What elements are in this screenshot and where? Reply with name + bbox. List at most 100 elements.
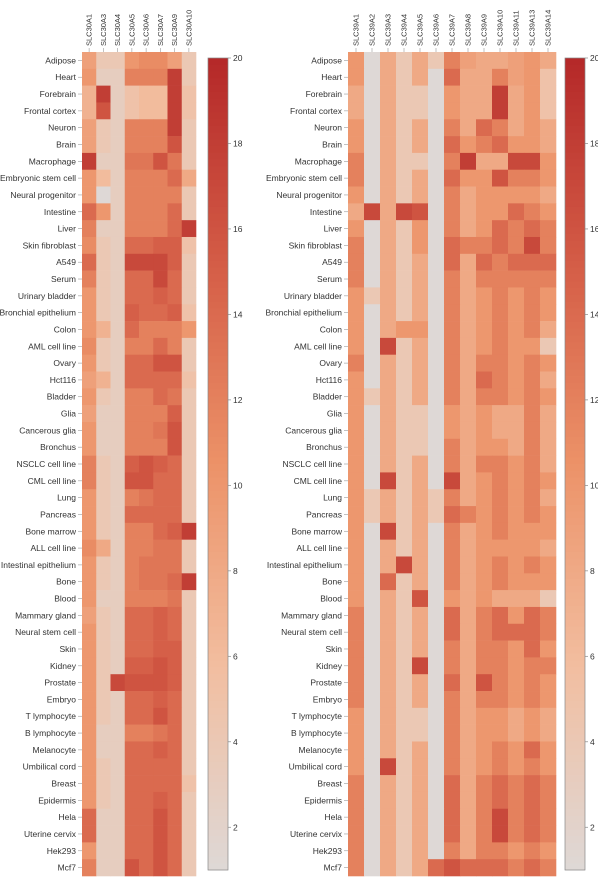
heatmap-cell (476, 573, 493, 591)
heatmap-cell (167, 136, 183, 154)
heatmap-cell (412, 506, 429, 524)
heatmap-cell (412, 623, 429, 641)
heatmap-cell (96, 186, 111, 204)
heatmap-cell (380, 102, 397, 120)
heatmap-cell (428, 287, 445, 305)
colorbar-segment (208, 653, 228, 661)
heatmap-cell (181, 68, 197, 86)
heatmap-cell (348, 337, 365, 355)
heatmap-cell (444, 52, 461, 70)
heatmap-cell (139, 371, 154, 389)
heatmap-cell (492, 253, 509, 271)
heatmap-cell (82, 640, 97, 658)
heatmap-cell (153, 691, 168, 709)
colorbar-segment (565, 355, 585, 363)
colorbar-tick-label: 8 (590, 566, 595, 576)
heatmap-cell (110, 169, 126, 187)
heatmap-cell (444, 674, 461, 692)
heatmap-cell (348, 506, 365, 524)
heatmap-cell (540, 775, 557, 793)
heatmap-cell (428, 472, 445, 490)
heatmap-cell (167, 606, 183, 625)
heatmap-cell (460, 169, 477, 187)
heatmap-cell (492, 119, 509, 137)
colorbar-segment (565, 829, 585, 837)
colorbar-segment (565, 112, 585, 120)
heatmap-cell (428, 68, 445, 86)
colorbar-segment (208, 470, 228, 478)
heatmap-cell (412, 220, 429, 238)
heatmap-cell (380, 438, 397, 456)
heatmap-cell (110, 253, 126, 271)
colorbar-segment (565, 389, 585, 397)
heatmap-cell (476, 724, 493, 742)
colorbar-segment (565, 166, 585, 174)
colorbar-segment (565, 423, 585, 431)
colorbar-segment (565, 294, 585, 302)
heatmap-cell (476, 102, 493, 120)
heatmap-cell (476, 539, 493, 557)
heatmap-cell (412, 354, 429, 372)
heatmap-cell (96, 354, 111, 372)
heatmap-cell (524, 102, 541, 120)
heatmap-cell (380, 220, 397, 238)
heatmap-cell (82, 489, 97, 507)
heatmap-cell (82, 304, 97, 322)
colorbar-segment (565, 700, 585, 708)
colorbar-segment (565, 551, 585, 560)
heatmap-cell (428, 253, 445, 271)
heatmap-cell (96, 657, 111, 675)
heatmap-cell (153, 522, 168, 540)
heatmap-cell (96, 52, 111, 70)
heatmap-cell (96, 691, 111, 709)
heatmap-cell (428, 203, 445, 221)
row-label: Macrophage (29, 156, 77, 166)
heatmap-cell (508, 522, 525, 540)
colorbar-segment (208, 125, 228, 133)
colorbar-segment (208, 477, 228, 485)
heatmap-cell (396, 152, 413, 171)
row-label: Bladder (313, 392, 342, 402)
heatmap-cell (82, 152, 97, 171)
heatmap-cell (460, 388, 477, 406)
heatmap-cell (396, 623, 413, 641)
heatmap-cell (460, 657, 477, 675)
colorbar-segment (208, 809, 228, 817)
heatmap-cell (82, 606, 97, 625)
heatmap-cell (428, 119, 445, 137)
colorbar-segment (565, 403, 585, 411)
colorbar-segment (208, 531, 228, 539)
colorbar-tick-label: 4 (233, 737, 238, 747)
heatmap-cell (82, 220, 97, 238)
heatmap-cell (181, 590, 197, 608)
heatmap-cell (396, 337, 413, 355)
heatmap-cell (96, 791, 111, 810)
heatmap-cell (540, 421, 557, 440)
heatmap-cell (508, 421, 525, 440)
heatmap-cell (460, 775, 477, 793)
colorbar-segment (208, 748, 228, 756)
heatmap-cell (153, 421, 168, 440)
row-label: Ovary (53, 358, 76, 368)
heatmap-cell (348, 674, 365, 692)
heatmap-cell (508, 253, 525, 271)
heatmap-cell (110, 606, 126, 625)
heatmap-cell (428, 405, 445, 423)
heatmap-cell (364, 758, 381, 776)
colorbar-segment (208, 288, 228, 296)
heatmap-cell (96, 438, 111, 456)
heatmap-cell (380, 758, 397, 776)
heatmap-cell (96, 68, 111, 86)
heatmap-cell (396, 421, 413, 440)
heatmap-cell (153, 203, 168, 221)
heatmap-cell (460, 758, 477, 776)
heatmap-cell (124, 606, 140, 625)
heatmap-cell (444, 606, 461, 625)
heatmap-cell (364, 489, 381, 507)
heatmap-cell (396, 220, 413, 238)
heatmap-cell (460, 640, 477, 658)
row-label: T lymphocyte (26, 711, 77, 721)
row-label: Mammary gland (281, 610, 342, 620)
heatmap-cell (82, 186, 97, 204)
colorbar-segment (565, 579, 585, 587)
